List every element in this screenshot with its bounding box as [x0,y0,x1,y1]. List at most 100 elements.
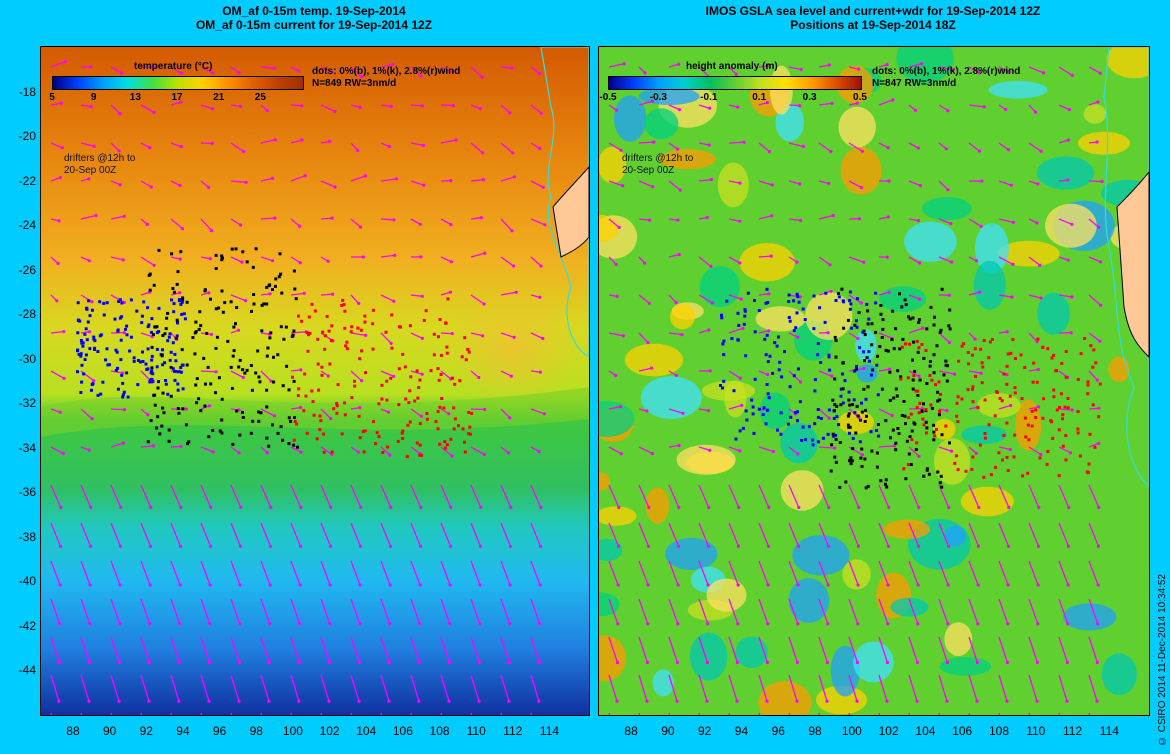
drifter-dot [930,378,934,382]
lat-tick-label: -44 [18,663,36,678]
drifter-dot [155,426,159,430]
drifter-dot [864,486,868,490]
drifter-dot [954,454,958,458]
drifter-dot [1098,382,1102,386]
vector-head [152,110,156,114]
drifter-dot [203,404,207,408]
eddy-blob [883,519,931,539]
drifter-dot [199,324,203,328]
drifter-dot [880,387,884,391]
current-vector [638,674,648,702]
current-vector [290,522,302,547]
current-vector [1058,446,1071,454]
drifter-dot [173,352,177,356]
current-vector [638,180,653,188]
vector-head [388,544,393,548]
current-vector [878,142,889,149]
vector-head [418,544,423,548]
current-vector [818,522,830,547]
current-vector [110,560,121,586]
current-vector [380,484,392,508]
drifter-dot [150,317,154,321]
drifter-dot [79,354,83,358]
drifter-dot [846,318,850,322]
drifter-dot [105,301,109,305]
drifter-dot [916,394,920,397]
drifter-dot [250,388,254,392]
drifter-dot [307,333,310,337]
drifter-dot [303,372,307,376]
current-vector [1088,218,1100,228]
drifter-dot [863,420,867,423]
drifter-dot [834,433,838,437]
vector-head [447,660,451,665]
drifter-dot [199,409,203,413]
vector-head [512,175,517,179]
drifter-dot [840,287,844,291]
current-vector [848,294,862,304]
drifter-dot [837,295,841,299]
current-vector [878,636,889,663]
eddy-blob [1083,104,1107,124]
current-vector [878,560,889,586]
current-vector [728,560,739,586]
drifter-dot [390,313,394,317]
drifter-dot [771,371,775,375]
current-vector [230,218,241,226]
eddy-blob [974,223,1009,274]
drifter-dot [120,315,124,319]
drifter-dot [287,416,291,420]
vector-head [508,544,513,548]
drifter-dot [273,284,277,288]
vector-head [209,332,213,336]
current-vector [470,674,480,702]
drifter-dot [830,443,834,447]
vector-head [328,544,333,548]
vector-head [357,301,361,305]
drifter-dot [848,425,852,429]
drifter-dot [860,410,864,414]
vector-head [268,583,272,587]
drifter-dot [285,364,289,368]
drifter-dot [880,336,884,339]
left-colorbar [52,76,304,90]
current-vector [788,636,799,663]
vector-head [767,292,771,296]
vector-head [481,151,485,155]
vector-head [1007,148,1011,152]
current-vector [848,484,860,508]
drifter-dot [1038,456,1042,460]
drifter-dot [982,339,986,342]
drifter-dot [1079,352,1083,356]
current-vector [170,180,181,186]
current-vector [998,404,1011,410]
drifter-dot [1019,353,1023,357]
current-vector [230,522,242,547]
current-vector [608,405,621,410]
drifter-dot [980,361,984,365]
drifter-dot [186,442,189,446]
vector-head [117,660,121,665]
drifter-dot [397,367,401,371]
drifter-dot [432,332,436,336]
drifter-dot [970,467,974,471]
vector-head [826,622,830,626]
vector-head [862,366,866,371]
drifter-dot [1088,432,1092,436]
current-vector [230,560,241,586]
vector-head [1066,258,1070,262]
drifter-dot [99,392,103,396]
drifter-dot [167,428,171,432]
drifter-dot [173,370,177,373]
current-vector [728,446,740,452]
drifter-dot [194,330,198,334]
drifter-dot [295,422,299,426]
current-vector [260,370,272,382]
drifter-dot [251,419,255,423]
drifter-dot [866,484,870,488]
vector-head [885,255,889,259]
drifter-dot [902,400,906,403]
vector-head [1037,505,1041,510]
current-vector [818,370,833,377]
drifter-dot [930,407,934,410]
